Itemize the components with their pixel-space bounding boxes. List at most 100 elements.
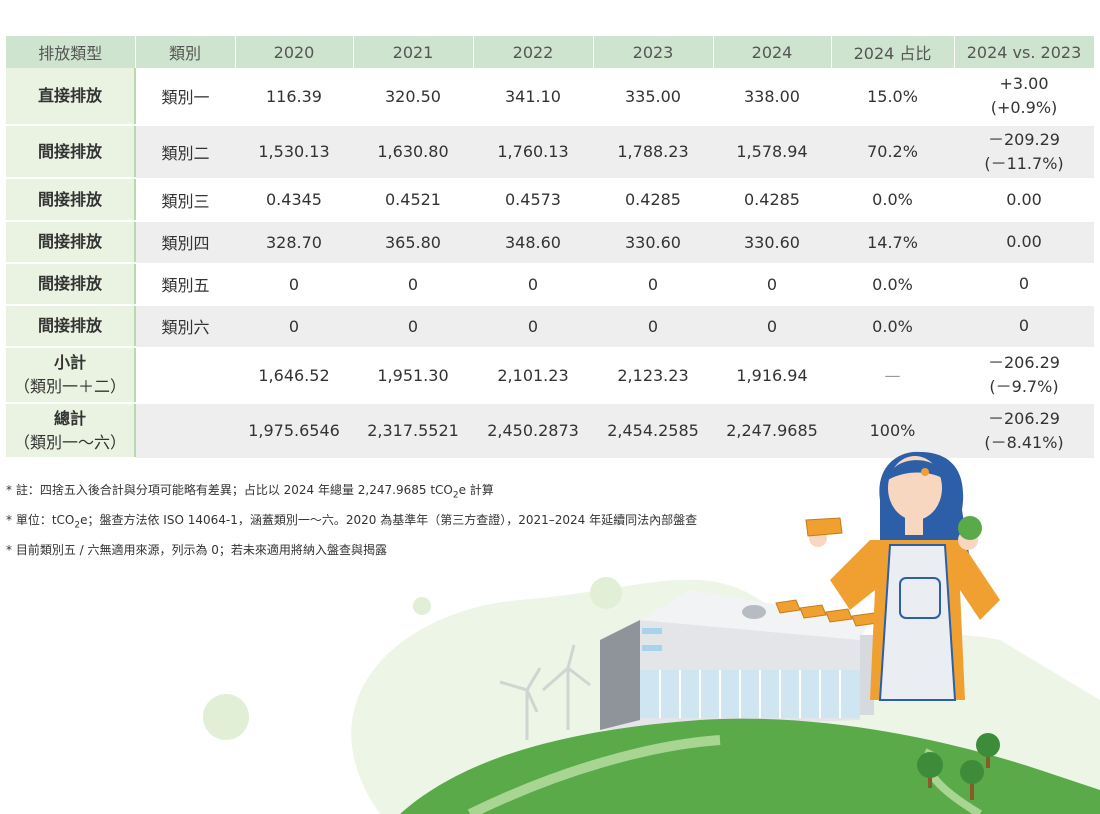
header-share: 2024 占比: [831, 36, 955, 68]
emission-type-cell: 間接排放: [6, 125, 136, 179]
value-2022-cell: 0: [473, 263, 593, 306]
value-2020-cell: 328.70: [235, 221, 353, 264]
value-2020-cell: 0: [235, 305, 353, 348]
value-2023-cell: 0: [593, 263, 713, 306]
header-2024: 2024: [713, 36, 832, 68]
tree-icon: [917, 752, 943, 788]
change-vs-2023-cell: +3.00 (+0.9%): [954, 68, 1094, 126]
value-2022-cell: 0.4573: [473, 178, 593, 222]
value-2021-cell: 2,317.5521: [353, 403, 473, 459]
change-percent: (－8.41%): [984, 432, 1064, 452]
emission-type-label: 間接排放: [37, 141, 102, 161]
value-2022-cell: 341.10: [473, 68, 593, 126]
share-2024-cell: 15.0%: [831, 68, 954, 126]
value-2024-cell: 0: [713, 263, 831, 306]
value-2020-cell: 1,975.6546: [235, 403, 353, 459]
decor-circle: [413, 597, 431, 615]
wind-turbine-icon: [542, 644, 591, 730]
value-2021-cell: 1,951.30: [353, 347, 473, 404]
table-row: 間接排放 類別二 1,530.13 1,630.80 1,760.13 1,788.23 1…: [6, 125, 1094, 179]
table-row: 間接排放 類別三 0.4345 0.4521 0.4573 0.4285 0.4285 0.0…: [6, 178, 1094, 222]
value-2023-cell: 330.60: [593, 221, 713, 264]
value-2020-cell: 0: [235, 263, 353, 306]
table-row: 總計 （類別一～六） 1,975.6546 2,317.5521 2,450.2873 2…: [6, 403, 1094, 459]
woman-figure: [805, 451, 1000, 701]
subscript-digit: 2: [452, 490, 459, 501]
header-row: 排放類型 類別 2020 2021 2022 2023 2024 2024 占比…: [6, 36, 1095, 68]
value-2020-cell: 1,646.52: [235, 347, 353, 404]
change-value: －209.29: [988, 129, 1060, 149]
decor-circle: [203, 694, 249, 740]
change-value: 0.00: [1006, 189, 1042, 209]
decor-circle: [590, 577, 622, 609]
category-cell: [135, 347, 235, 404]
category-cell: 類別三: [135, 178, 235, 222]
share-2024-cell: 100%: [831, 403, 954, 459]
emission-type-cell: 間接排放: [6, 221, 136, 264]
value-2022-cell: 2,450.2873: [473, 403, 593, 459]
table-row: 間接排放 類別五 0 0 0 0 0 0.0% 0: [6, 263, 1094, 306]
share-2024-cell: 70.2%: [831, 125, 954, 179]
emission-type-cell: 間接排放: [6, 178, 136, 222]
factory-building: [600, 590, 874, 730]
emission-type-label: 間接排放: [37, 316, 102, 335]
change-value: +3.00: [999, 74, 1049, 94]
change-vs-2023-cell: －206.29 (－8.41%): [954, 403, 1094, 459]
value-2024-cell: 338.00: [713, 68, 831, 126]
change-value: －206.29: [988, 353, 1060, 372]
value-2022-cell: 0: [473, 305, 593, 348]
value-2020-cell: 1,530.13: [235, 125, 353, 179]
header-2023: 2023: [593, 36, 714, 68]
value-2023-cell: 2,454.2585: [593, 403, 713, 459]
header-2020: 2020: [235, 36, 354, 68]
category-cell: 類別六: [135, 305, 235, 348]
footnote-text: * 註：四捨五入後合計與分項可能略有差異；占比以 2024 年總量 2,247.…: [6, 483, 453, 497]
solar-panel-icon: [775, 599, 879, 627]
share-2024-cell: 0.0%: [831, 305, 954, 348]
emission-type-label: 間接排放: [37, 274, 102, 293]
value-2022-cell: 2,101.23: [473, 347, 593, 404]
footnote-line: * 註：四捨五入後合計與分項可能略有差異；占比以 2024 年總量 2,247.…: [6, 480, 697, 510]
emission-type-label: 小計: [53, 353, 86, 372]
value-2021-cell: 0: [353, 305, 473, 348]
share-2024-cell: —: [831, 347, 954, 404]
change-value: 0: [1018, 316, 1030, 335]
share-2024-cell: 14.7%: [831, 221, 954, 264]
value-2021-cell: 365.80: [353, 221, 473, 264]
change-percent: (－9.7%): [989, 377, 1059, 396]
subscript-digit: 2: [74, 520, 81, 531]
emission-type-cell: 總計 （類別一～六）: [6, 403, 136, 459]
emission-type-label: 直接排放: [37, 86, 102, 105]
footnote-text-tail: e；盤查方法依 ISO 14064-1，涵蓋類別一～六。2020 為基準年（第三…: [80, 513, 698, 527]
change-value: 0: [1018, 274, 1030, 293]
green-hill: [400, 718, 1100, 814]
footnotes: * 註：四捨五入後合計與分項可能略有差異；占比以 2024 年總量 2,247.…: [6, 480, 697, 570]
value-2023-cell: 0.4285: [593, 178, 713, 222]
footnote-text-tail: e 計算: [458, 483, 494, 497]
value-2020-cell: 0.4345: [235, 178, 353, 222]
emission-type-label: 間接排放: [37, 232, 102, 251]
emission-type-label: 間接排放: [37, 189, 102, 209]
green-factory-illustration: [203, 451, 1100, 814]
change-percent: (－11.7%): [984, 153, 1064, 173]
footnote-text: * 單位：tCO: [6, 513, 75, 527]
value-2021-cell: 320.50: [353, 68, 473, 126]
header-2021: 2021: [353, 36, 474, 68]
value-2024-cell: 2,247.9685: [713, 403, 831, 459]
header-2022: 2022: [473, 36, 594, 68]
value-2021-cell: 0.4521: [353, 178, 473, 222]
footnote-text: * 目前類別五 / 六無適用來源，列示為 0；若未來適用將納入盤查與揭露: [6, 543, 387, 557]
value-2023-cell: 1,788.23: [593, 125, 713, 179]
value-2023-cell: 2,123.23: [593, 347, 713, 404]
wind-turbine-icon: [499, 667, 542, 740]
change-vs-2023-cell: －209.29 (－11.7%): [954, 125, 1094, 179]
header-category: 類別: [135, 36, 236, 68]
header-change: 2024 vs. 2023: [954, 36, 1095, 68]
value-2023-cell: 0: [593, 305, 713, 348]
category-cell: [135, 403, 235, 459]
emission-type-cell: 直接排放: [6, 68, 136, 126]
change-value: －206.29: [988, 408, 1060, 428]
footnote-line: * 目前類別五 / 六無適用來源，列示為 0；若未來適用將納入盤查與揭露: [6, 540, 697, 570]
value-2022-cell: 1,760.13: [473, 125, 593, 179]
category-cell: 類別四: [135, 221, 235, 264]
